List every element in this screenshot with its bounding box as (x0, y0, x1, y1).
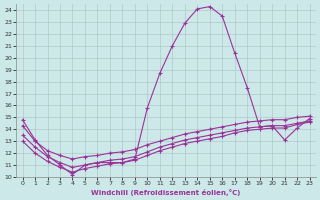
X-axis label: Windchill (Refroidissement éolien,°C): Windchill (Refroidissement éolien,°C) (92, 189, 241, 196)
